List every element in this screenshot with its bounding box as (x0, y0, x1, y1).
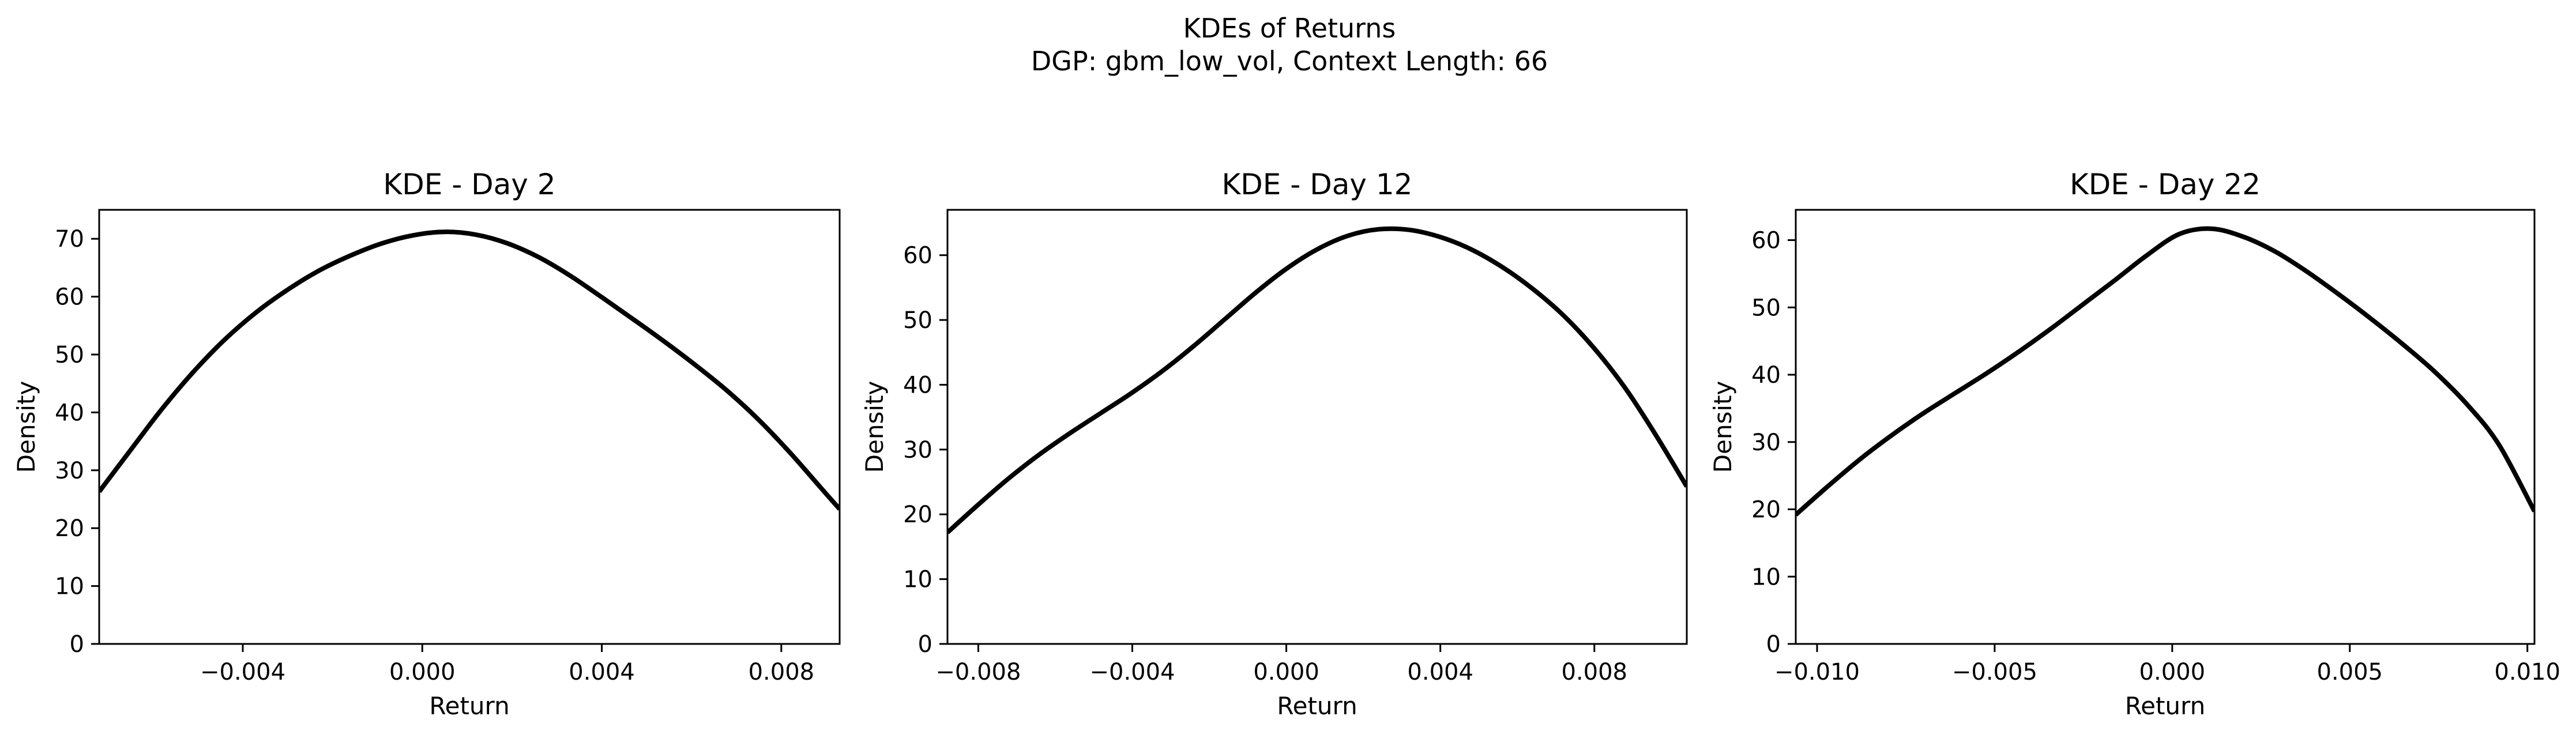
y-tick-label: 10 (903, 567, 932, 593)
x-tick-label: 0.010 (2494, 659, 2560, 685)
figure-title-line-2: DGP: gbm_low_vol, Context Length: 66 (1031, 46, 1548, 77)
kde-curve-0 (947, 226, 1687, 534)
y-tick-label: 30 (903, 437, 932, 463)
x-tick-label: 0.000 (389, 659, 456, 685)
x-axis-label: Return (2125, 692, 2205, 720)
kde-panel-day-22: −0.010 −0.005 0.000 0.005 0.010 0 10 20 30 40 50 60… (1709, 168, 2560, 720)
plot-frame (1795, 209, 2536, 645)
y-tick-label: 50 (1751, 295, 1781, 321)
plot-frame (98, 209, 841, 645)
kde-panel-day-12: −0.008 −0.004 0.000 0.004 0.008 0 10 20 30 40 50 60… (860, 168, 1688, 720)
y-tick-label: 20 (903, 502, 932, 528)
figure-title-line-1: KDEs of Returns (1183, 13, 1396, 44)
panel-title: KDE - Day 12 (1222, 168, 1413, 201)
x-tick-label: 0.000 (1253, 659, 1319, 685)
x-tick-label: 0.005 (2316, 659, 2383, 685)
y-tick-label: 20 (1751, 497, 1781, 523)
kde-curve-0 (99, 229, 840, 511)
kde-panel-day-2: −0.004 0.000 0.004 0.008 0 10 20 30 40 50 60 70 KDE … (12, 168, 841, 720)
y-tick-label: 50 (903, 307, 932, 334)
y-axis-label: Density (1709, 381, 1737, 473)
y-tick-label: 50 (55, 342, 84, 368)
x-tick-label: −0.005 (1952, 659, 2037, 685)
y-tick-label: 30 (55, 458, 84, 484)
y-tick-label: 60 (1751, 228, 1781, 254)
x-tick-label: −0.010 (1774, 659, 1860, 685)
y-tick-label: 60 (903, 243, 932, 269)
x-axis-label: Return (429, 692, 509, 720)
x-tick-label: 0.004 (569, 659, 635, 685)
y-tick-label: 10 (1751, 564, 1781, 590)
x-tick-label: −0.004 (1089, 659, 1175, 685)
panel-title: KDE - Day 22 (2070, 168, 2261, 201)
kde-curve-0 (1796, 226, 2534, 517)
y-tick-label: 20 (55, 515, 84, 542)
y-axis-label: Density (12, 381, 40, 473)
y-tick-label: 0 (70, 631, 84, 658)
panel-title: KDE - Day 2 (383, 168, 555, 201)
y-tick-label: 40 (55, 399, 84, 426)
y-tick-label: 40 (1751, 362, 1781, 389)
y-axis-label: Density (860, 381, 889, 473)
y-tick-label: 60 (55, 284, 84, 311)
x-tick-label: 0.000 (2139, 659, 2206, 685)
y-tick-label: 0 (1766, 631, 1781, 658)
x-tick-label: 0.008 (1561, 659, 1627, 685)
x-tick-label: −0.004 (200, 659, 285, 685)
y-tick-label: 0 (918, 631, 932, 658)
y-tick-label: 10 (55, 574, 84, 600)
x-tick-label: 0.008 (749, 659, 815, 685)
y-tick-label: 40 (903, 372, 932, 398)
x-axis-label: Return (1277, 692, 1357, 720)
y-tick-label: 30 (1751, 429, 1781, 456)
plot-frame (946, 209, 1688, 645)
x-tick-label: 0.004 (1407, 659, 1473, 685)
x-tick-label: −0.008 (935, 659, 1021, 685)
y-tick-label: 70 (55, 226, 84, 252)
